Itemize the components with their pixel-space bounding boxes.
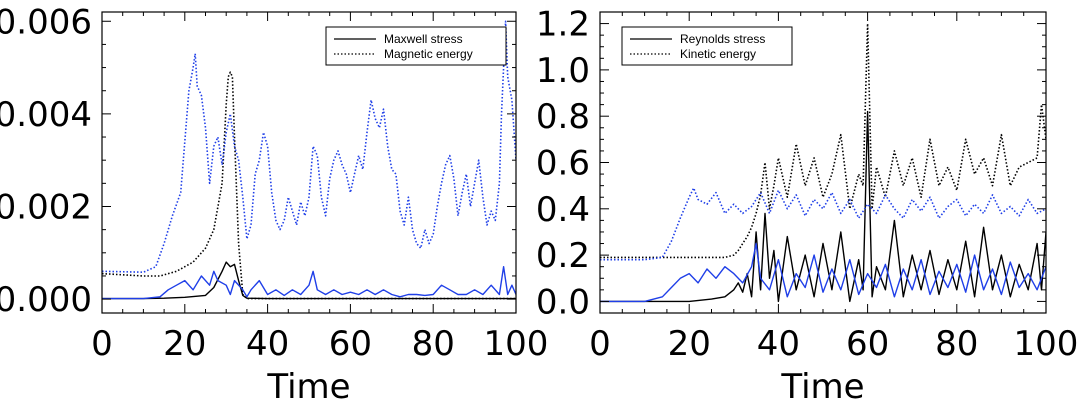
right-y-tick-label: 0.8 (536, 97, 590, 137)
left-x-tick-label: 20 (163, 324, 206, 364)
right-x-axis-title: Time (780, 367, 864, 405)
left-legend-label-maxwell-stress: Maxwell stress (384, 32, 463, 46)
right-y-tick-label: 1.0 (536, 51, 590, 91)
right-chart-panel: 0 20 40 60 80 100 0.0 0.2 0.4 0.6 0.8 1.0 1.2 Time Rey… (536, 5, 1079, 405)
left-y-tick-label: 0.000 (0, 280, 92, 320)
left-series-blue-solid-line (102, 266, 516, 300)
right-y-tick-label: 0.4 (536, 190, 590, 230)
right-series-blue-dotted-line (600, 187, 1046, 261)
left-series-blue-dotted-line (102, 20, 516, 274)
right-x-tick-label: 40 (757, 324, 800, 364)
left-chart-panel: 0 20 40 60 80 100 0.000 0.002 0.004 0.006 Time Maxw… (0, 2, 548, 405)
right-y-tick-label: 0.0 (536, 282, 590, 322)
right-legend-label-kinetic-energy: Kinetic energy (680, 47, 756, 61)
right-y-tick-label: 0.2 (536, 236, 590, 276)
right-x-tick-label: 20 (668, 324, 711, 364)
right-y-tick-label: 1.2 (536, 5, 590, 45)
right-legend-box (621, 26, 793, 66)
left-y-tick-label: 0.004 (0, 95, 92, 135)
left-legend-box (325, 26, 507, 66)
left-legend-label-magnetic-energy: Magnetic energy (384, 47, 473, 61)
left-x-tick-label: 60 (329, 324, 372, 364)
left-x-tick-label: 100 (484, 324, 549, 364)
right-y-tick-label: 0.6 (536, 144, 590, 184)
right-x-tick-label: 80 (935, 324, 978, 364)
right-legend-label-reynolds-stress: Reynolds stress (680, 32, 765, 46)
left-x-axis-title: Time (266, 367, 350, 405)
right-x-tick-label: 100 (1014, 324, 1079, 364)
right-x-tick-label: 60 (846, 324, 889, 364)
left-x-tick-label: 40 (246, 324, 289, 364)
left-x-tick-label: 80 (412, 324, 455, 364)
right-series-blue-solid-line (600, 242, 1046, 303)
left-x-tick-label: 0 (91, 324, 113, 364)
left-y-tick-label: 0.002 (0, 187, 92, 227)
right-x-tick-label: 0 (589, 324, 611, 364)
left-y-tick-label: 0.006 (0, 2, 92, 42)
left-series-magnetic-energy-line (102, 71, 516, 300)
